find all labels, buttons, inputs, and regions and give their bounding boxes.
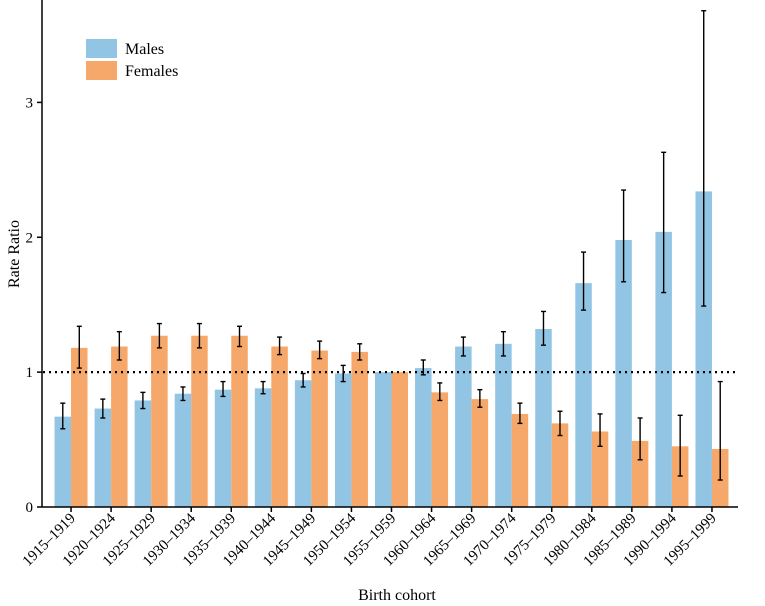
bar-males-4 (214, 389, 232, 507)
y-ticks: 0 1 2 3 (26, 95, 42, 516)
bar-females-8 (391, 372, 408, 507)
bar-females-10 (471, 399, 489, 507)
bar-males-5 (254, 388, 272, 507)
bar-females-12 (551, 423, 569, 507)
bar-females-4 (231, 335, 248, 507)
axes-layer (41, 0, 738, 508)
bar-females-2 (151, 335, 168, 507)
bar-females-6 (311, 350, 328, 507)
legend-label-females: Females (125, 63, 178, 80)
bar-males-7 (334, 373, 352, 507)
legend-label-males: Males (125, 41, 164, 58)
legend-swatch-females (86, 61, 117, 80)
x-ticks: 1915–19191920–19241925–19291930–19341935… (20, 507, 720, 570)
x-axis-title: Birth cohort (358, 587, 436, 604)
bar-males-10 (455, 346, 472, 507)
bar-males-6 (294, 380, 312, 507)
bars-layer (54, 191, 729, 508)
y-tick-label-0: 0 (26, 500, 34, 516)
bar-males-14 (615, 239, 632, 507)
bar-males-12 (535, 328, 552, 507)
bar-females-14 (631, 440, 649, 507)
bar-males-3 (174, 393, 192, 507)
bar-males-9 (415, 368, 432, 507)
bar-females-3 (191, 335, 208, 507)
legend: Males Females (86, 39, 178, 80)
y-tick-label-1: 1 (26, 365, 34, 381)
bar-males-0 (54, 416, 72, 507)
bar-males-16 (695, 191, 712, 508)
bar-males-2 (134, 400, 152, 507)
bar-females-11 (511, 413, 529, 507)
bar-females-7 (351, 351, 368, 507)
bar-males-1 (94, 408, 112, 507)
error-bars-layer (60, 9, 723, 481)
bar-males-11 (495, 343, 512, 507)
bar-males-13 (575, 283, 592, 507)
legend-swatch-males (86, 39, 117, 58)
y-axis-title: Rate Ratio (6, 220, 23, 288)
bar-females-13 (591, 431, 609, 507)
y-tick-label-3: 3 (26, 95, 34, 111)
bar-males-8 (375, 372, 392, 507)
bar-females-9 (431, 392, 449, 507)
y-tick-label-2: 2 (26, 230, 34, 246)
bar-females-1 (111, 346, 128, 507)
bar-females-5 (271, 346, 288, 507)
bar-males-15 (655, 231, 672, 507)
bar-females-0 (71, 347, 88, 507)
